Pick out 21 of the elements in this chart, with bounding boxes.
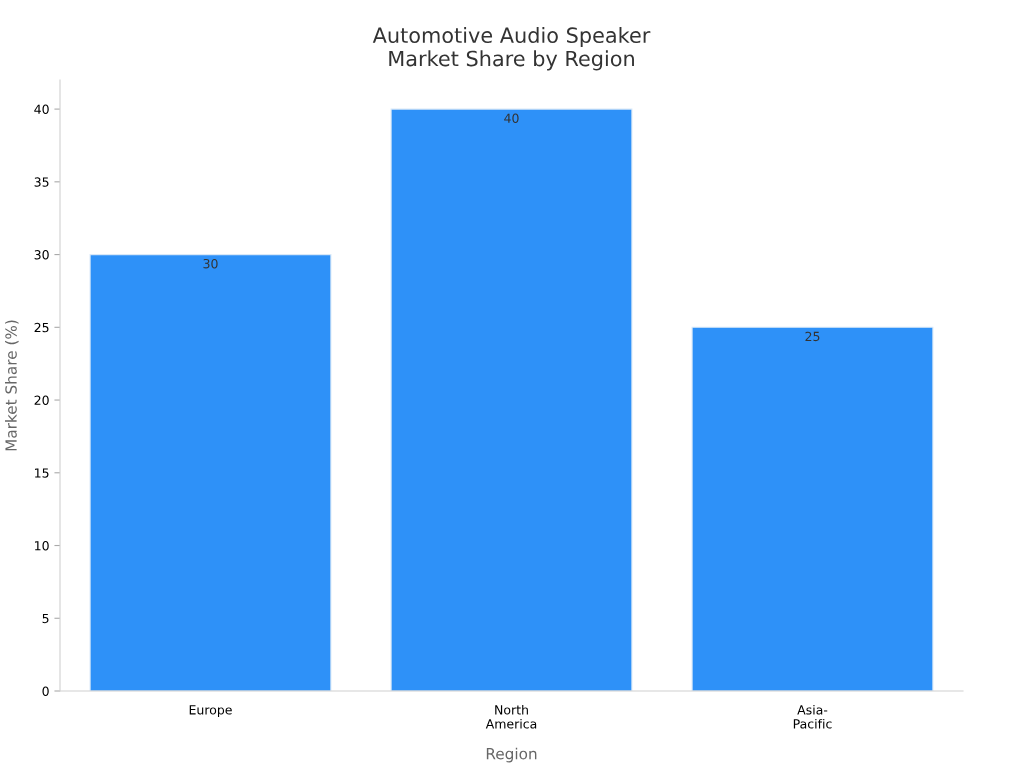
x-axis-title: Region [486, 747, 537, 763]
y-tick-label: 30 [34, 250, 49, 260]
bar [691, 326, 934, 691]
x-tick-label: Europe [189, 705, 232, 717]
data-label: 30 [203, 258, 218, 269]
x-tick-label: Asia- Pacific [793, 704, 832, 729]
y-tick-label: 20 [34, 395, 49, 405]
y-tick-label: 5 [42, 613, 49, 624]
y-tick-label: 0 [42, 686, 49, 696]
data-label: 40 [504, 113, 519, 123]
data-label: 25 [805, 331, 820, 342]
y-axis-title: Market Share (%) [5, 320, 19, 451]
bar [390, 108, 633, 691]
chart-title: Automotive Audio Speaker Market Share by Region [372, 26, 651, 71]
y-tick-label: 40 [34, 104, 49, 115]
y-tick-label: 15 [35, 468, 49, 478]
y-tick-label: 35 [34, 177, 49, 187]
bar [89, 254, 332, 691]
y-tick-label: 10 [35, 541, 49, 551]
y-tick-label: 25 [34, 322, 49, 333]
x-tick-label: North America [485, 704, 537, 729]
